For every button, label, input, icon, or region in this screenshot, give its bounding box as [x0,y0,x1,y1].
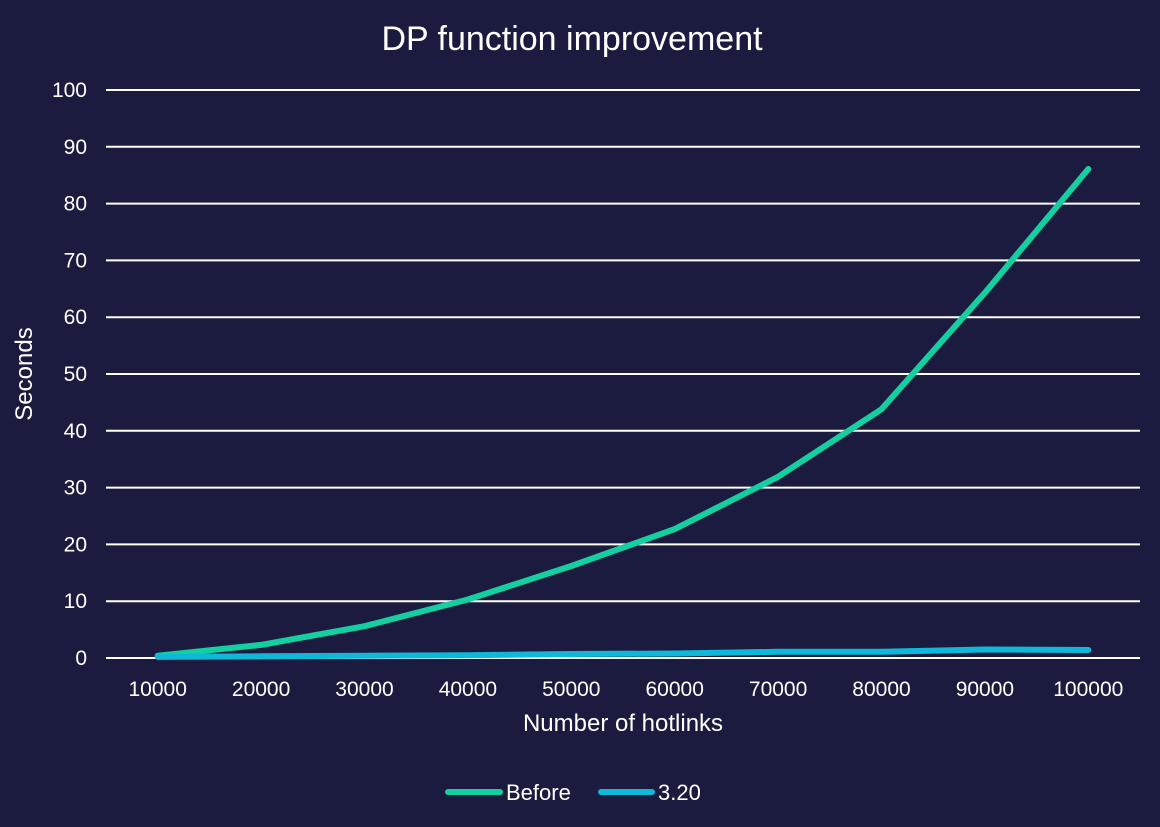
y-tick-label: 60 [64,306,87,329]
chart-title: DP function improvement [381,20,763,58]
y-tick-label: 0 [75,647,87,670]
y-axis-title: Seconds [11,327,38,420]
x-tick-label: 10000 [128,678,186,701]
gridlines [106,89,1140,659]
y-tick-label: 50 [64,363,87,386]
x-tick-label: 80000 [852,678,910,701]
y-tick-label: 30 [64,477,87,500]
y-tick-label: 20 [64,533,87,556]
series-line-0 [154,166,1092,659]
x-axis-tick-labels: 10000 20000 30000 40000 50000 60000 70000 80000… [128,678,1123,701]
legend: Before 3.20 [445,780,701,805]
x-tick-label: 60000 [645,678,703,701]
series-lines [154,166,1092,660]
x-tick-label: 50000 [542,678,600,701]
series-line-1 [154,646,1092,660]
x-axis-title: Number of hotlinks [523,710,723,737]
y-tick-label: 100 [52,79,87,102]
y-tick-label: 40 [64,420,87,443]
x-tick-label: 90000 [956,678,1014,701]
y-tick-label: 10 [64,590,87,613]
x-tick-label: 20000 [232,678,290,701]
y-tick-label: 70 [64,249,87,272]
y-axis-tick-labels: 0 10 20 30 40 50 60 70 80 90 100 [52,79,87,670]
x-tick-label: 30000 [335,678,393,701]
y-tick-label: 90 [64,136,87,159]
x-tick-label: 40000 [439,678,497,701]
x-tick-label: 100000 [1053,678,1123,701]
y-tick-label: 80 [64,193,87,216]
x-tick-label: 70000 [749,678,807,701]
legend-label: Before [506,780,571,805]
legend-label: 3.20 [658,780,701,805]
